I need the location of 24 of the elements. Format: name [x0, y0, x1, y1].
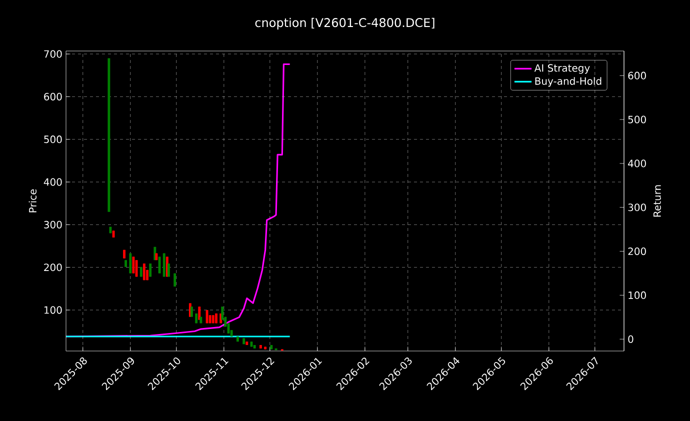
- y-tick-label: 300: [44, 220, 62, 228]
- chart-title: cnoption [V2601-C-4800.DCE]: [255, 18, 434, 30]
- y-tick-label: 600: [44, 92, 62, 100]
- candlestick: [149, 263, 152, 278]
- y-tick-label: 500: [44, 136, 62, 144]
- y2-tick-label: 500: [628, 116, 646, 124]
- candlestick: [132, 256, 135, 274]
- y2-tick-label: 300: [628, 204, 646, 212]
- y-tick-label: 400: [44, 178, 62, 186]
- y2-tick-label: 400: [628, 160, 646, 168]
- y-tick-label: 200: [44, 264, 62, 272]
- legend-label: AI Strategy: [534, 64, 590, 74]
- y2-axis-title: Return: [653, 185, 661, 217]
- y-tick-label: 700: [44, 50, 62, 58]
- y-axis-title: Price: [28, 189, 37, 212]
- y2-tick-label: 0: [628, 335, 634, 343]
- y-tick-label: 100: [44, 306, 62, 314]
- legend-label: Buy-and-Hold: [535, 77, 602, 87]
- y2-tick-label: 600: [628, 72, 646, 80]
- candlestick: [142, 263, 146, 280]
- candlestick: [206, 310, 208, 324]
- candlestick: [129, 252, 132, 274]
- y2-tick-label: 100: [628, 291, 646, 299]
- y2-tick-label: 200: [628, 248, 646, 256]
